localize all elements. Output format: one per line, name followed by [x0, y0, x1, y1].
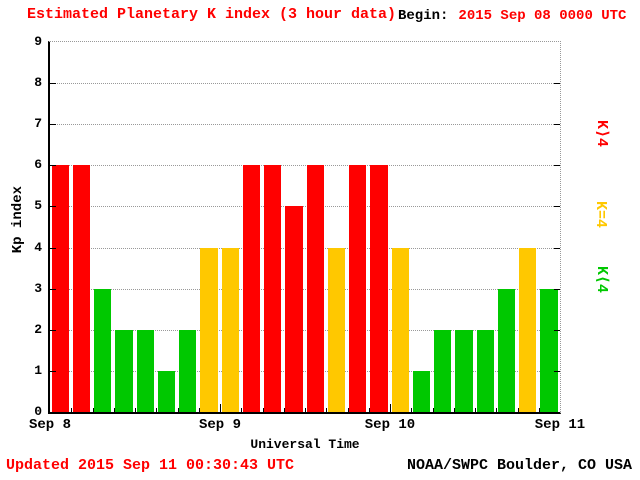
y-tick-left — [50, 247, 56, 249]
kp-bar — [412, 370, 430, 412]
y-tick-right — [554, 288, 560, 290]
kp-bar — [136, 329, 154, 412]
y-tick-right — [554, 83, 560, 85]
x-tick-label: Sep 9 — [198, 417, 241, 433]
y-tick-label: 1 — [34, 362, 42, 378]
y-tick-left — [50, 329, 56, 331]
y-tick-label: 4 — [34, 239, 42, 255]
x-minor-tick — [135, 408, 136, 412]
kp-bar — [434, 329, 452, 412]
x-minor-tick — [368, 408, 370, 412]
chart-title: Estimated Planetary K index (3 hour data… — [27, 6, 397, 23]
y-tick-right — [554, 165, 560, 167]
kp-bar — [391, 247, 409, 412]
y-tick-left — [50, 83, 56, 85]
kp-bar — [285, 206, 303, 412]
x-minor-tick — [262, 408, 264, 412]
y-tick-label: 7 — [34, 116, 42, 132]
kp-bar — [264, 165, 282, 412]
y-tick-right — [554, 247, 560, 249]
x-minor-tick — [71, 408, 73, 412]
y-tick-label: 3 — [34, 280, 42, 296]
x-minor-tick — [156, 408, 158, 412]
kp-bar — [370, 165, 388, 412]
y-tick-left — [50, 370, 56, 372]
gridline — [50, 370, 560, 372]
legend-item-k-lt-4: K⟨4 — [593, 266, 610, 294]
gridline — [50, 206, 560, 208]
y-tick-label: 9 — [34, 34, 42, 49]
legend-item-k-eq-4: K=4 — [592, 201, 609, 229]
x-tick-label: Sep 11 — [534, 417, 586, 433]
begin-label: Begin: — [398, 8, 449, 24]
kp-bar — [519, 247, 537, 412]
y-tick-right — [554, 370, 560, 372]
x-minor-tick — [517, 408, 519, 412]
x-minor-tick — [198, 408, 200, 412]
x-minor-tick — [453, 408, 455, 412]
kp-bar — [115, 329, 133, 412]
gridline — [50, 288, 560, 290]
gridline — [50, 165, 560, 167]
gridline — [50, 329, 560, 331]
x-axis-label: Universal Time — [250, 437, 360, 452]
x-minor-tick — [538, 408, 540, 412]
y-tick-label: 0 — [34, 404, 42, 419]
x-minor-tick — [113, 408, 115, 412]
y-tick-label: 6 — [34, 157, 42, 173]
gridline — [50, 83, 560, 85]
plot-area — [48, 41, 561, 414]
x-minor-tick — [326, 408, 328, 412]
kp-bar — [497, 288, 515, 412]
kp-bar — [200, 247, 218, 412]
y-tick-right — [554, 124, 560, 126]
x-minor-tick — [305, 408, 306, 412]
gridline — [50, 247, 560, 249]
x-minor-tick — [177, 408, 179, 412]
x-minor-tick — [496, 408, 498, 412]
y-tick-label: 5 — [34, 198, 42, 214]
kp-bar — [157, 370, 175, 412]
y-tick-left — [50, 288, 56, 290]
y-tick-left — [50, 206, 56, 208]
kp-bar — [540, 288, 558, 412]
x-minor-tick — [475, 408, 476, 412]
x-minor-tick — [283, 408, 285, 412]
x-minor-tick — [241, 408, 243, 412]
begin-value: 2015 Sep 08 0000 UTC — [458, 8, 627, 24]
x-tick-label: Sep 10 — [364, 417, 416, 433]
y-tick-left — [50, 124, 56, 126]
x-minor-tick — [347, 408, 349, 412]
x-minor-tick — [432, 408, 434, 412]
y-tick-left — [50, 165, 56, 167]
x-major-tick — [390, 404, 391, 412]
kp-bar — [306, 165, 324, 412]
kp-bar — [455, 329, 473, 412]
legend-item-k-gt-4: K⟩4 — [593, 120, 610, 148]
source-text: NOAA/SWPC Boulder, CO USA — [406, 457, 632, 474]
kp-bar — [327, 247, 345, 412]
gridline — [50, 124, 560, 126]
updated-text: Updated 2015 Sep 11 00:30:43 UTC — [6, 457, 295, 474]
kp-bar — [349, 165, 367, 412]
kp-bar — [72, 165, 90, 412]
kp-bar — [51, 165, 69, 412]
kp-bar — [179, 329, 197, 412]
kp-bar — [94, 288, 112, 412]
y-tick-right — [554, 329, 560, 331]
begin-line: Begin: 2015 Sep 08 0000 UTC — [398, 8, 626, 24]
x-major-tick — [220, 404, 221, 412]
x-minor-tick — [92, 408, 94, 412]
x-minor-tick — [411, 408, 413, 412]
y-tick-label: 2 — [34, 321, 42, 337]
y-tick-right — [554, 206, 560, 208]
kp-bar — [221, 247, 239, 412]
y-tick-label: 8 — [34, 75, 42, 91]
kp-bar — [242, 165, 260, 412]
x-tick-label: Sep 8 — [28, 417, 71, 433]
kp-bar — [476, 329, 494, 412]
